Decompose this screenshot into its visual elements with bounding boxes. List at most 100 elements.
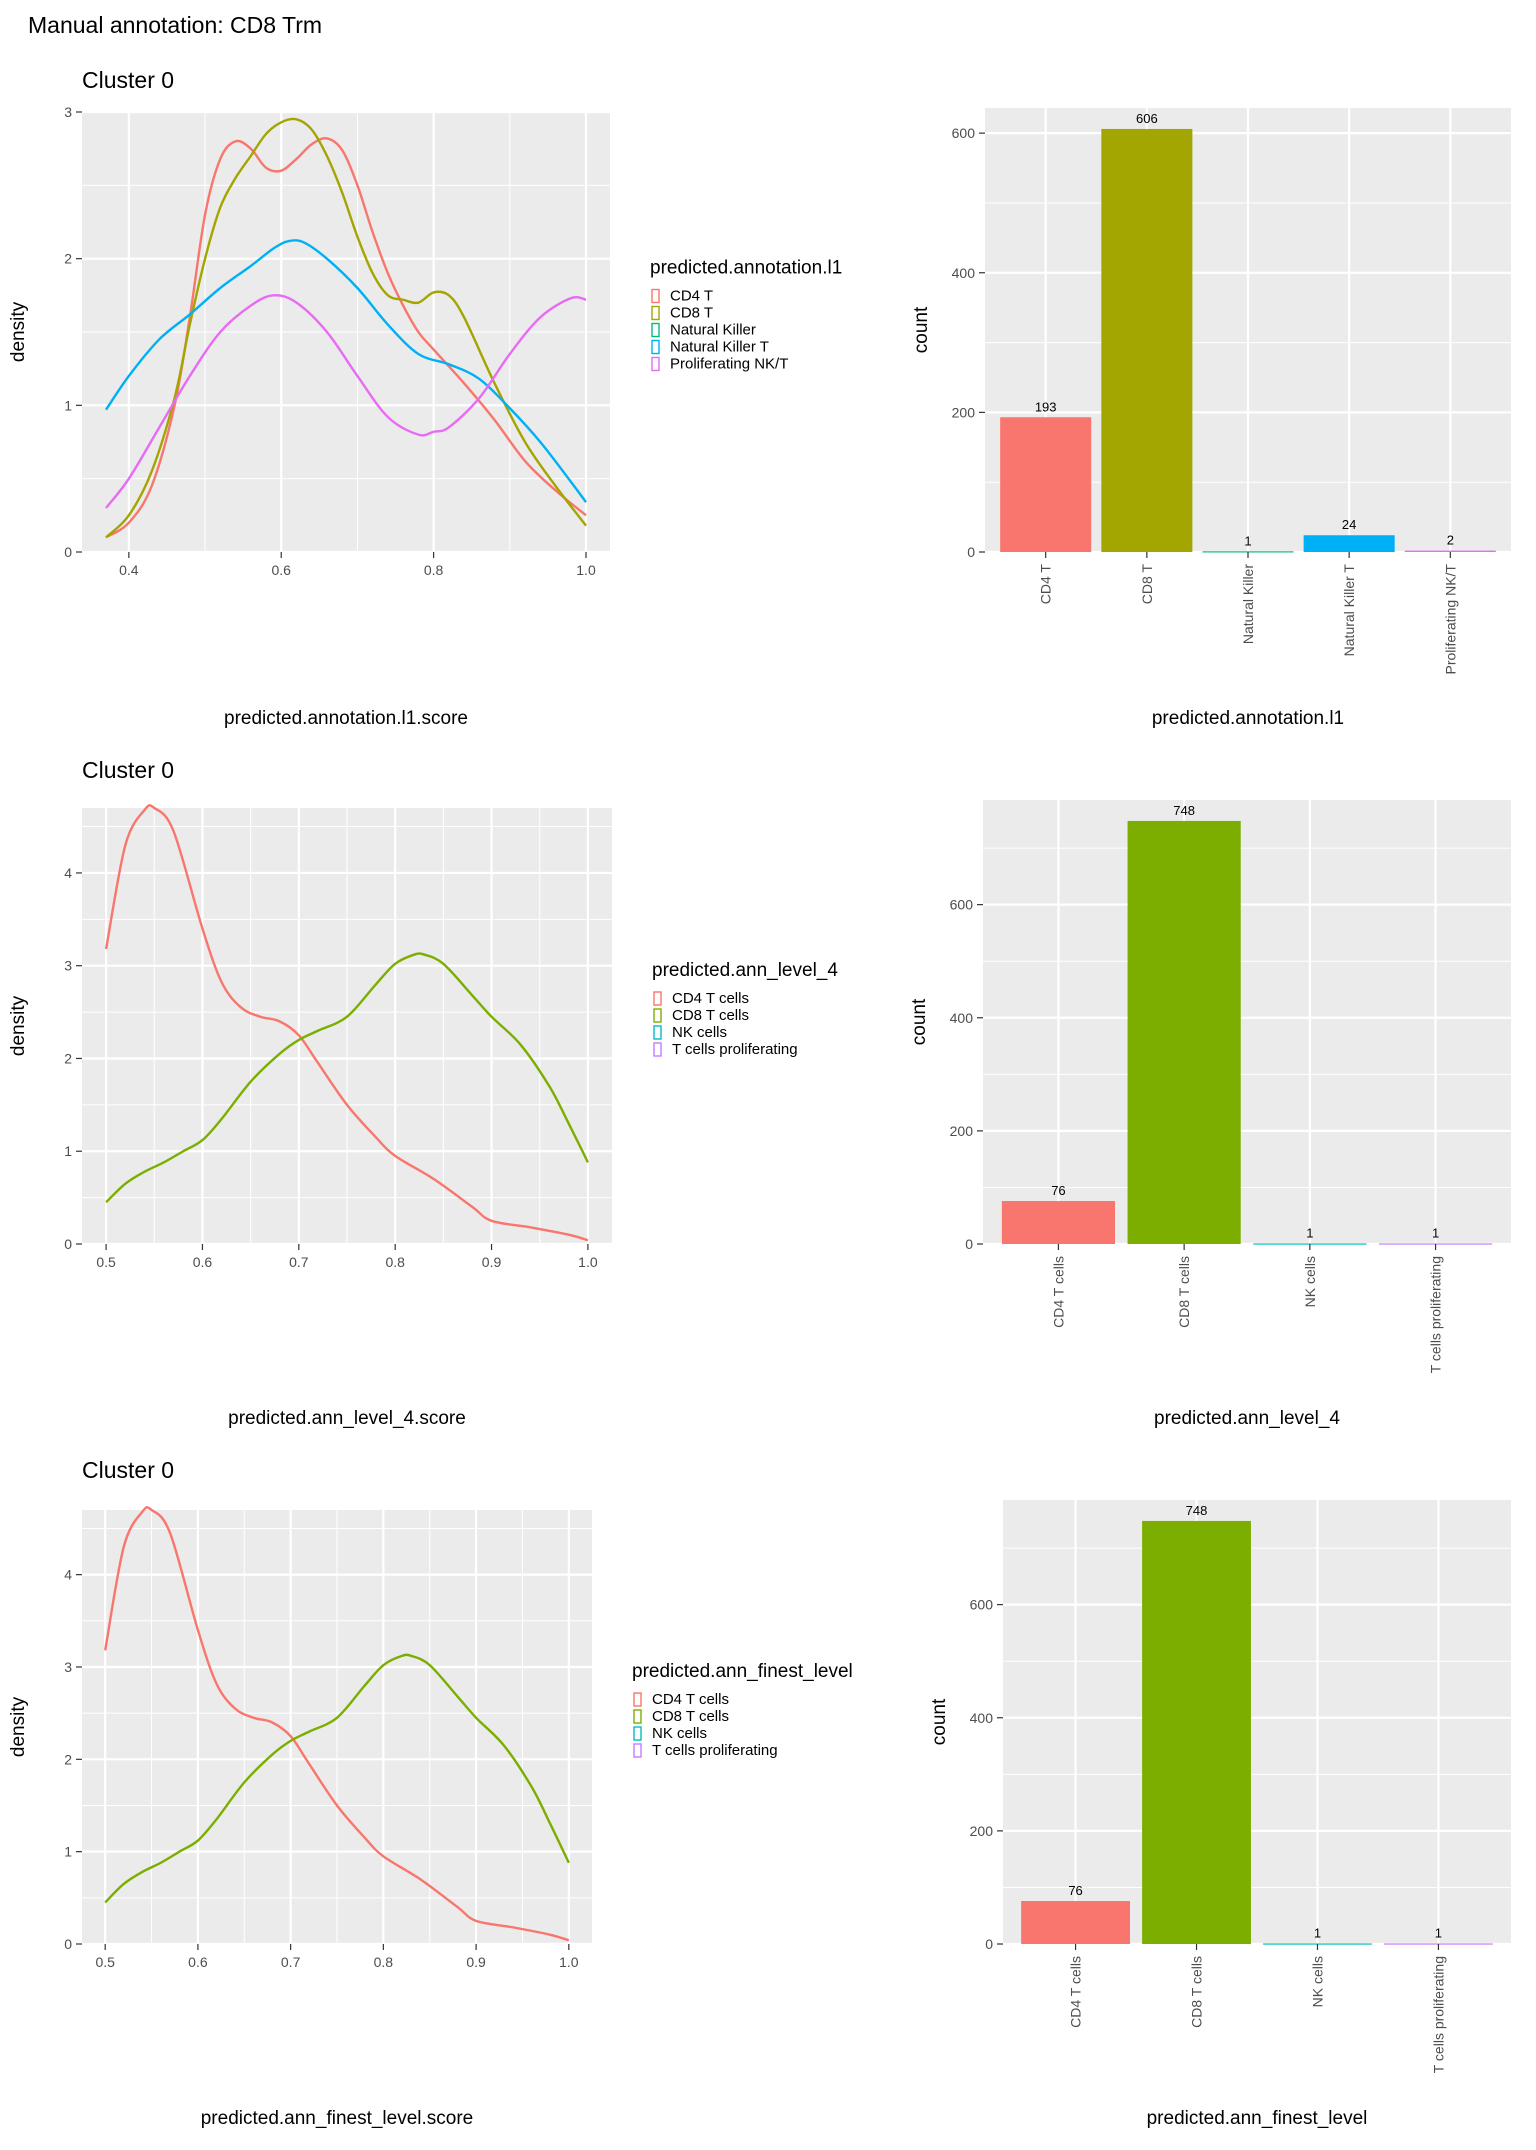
x-tick-label: 0.8 — [385, 1254, 405, 1270]
x-tick-label: NK cells — [1302, 1256, 1318, 1307]
y-tick-label: 2 — [64, 251, 72, 267]
y-tick-label: 400 — [970, 1710, 994, 1726]
x-tick-label: 0.8 — [374, 1954, 394, 1970]
bar-natural-killer-t — [1303, 535, 1395, 552]
y-tick-label: 200 — [952, 404, 976, 420]
x-tick-label: 1.0 — [576, 562, 596, 578]
x-tick-label: CD8 T cells — [1176, 1256, 1192, 1328]
y-tick-label: 2 — [64, 1050, 72, 1066]
legend-key — [633, 1692, 642, 1707]
x-axis-title: predicted.ann_level_4.score — [228, 1408, 466, 1429]
bar-value-label: 76 — [1051, 1183, 1065, 1198]
x-tick-label: 1.0 — [578, 1254, 598, 1270]
y-tick-label: 2 — [64, 1751, 72, 1767]
legend-key — [651, 322, 660, 338]
y-tick-label: 600 — [950, 897, 974, 913]
y-tick-label: 4 — [64, 865, 72, 881]
legend-key — [653, 1042, 662, 1057]
bar-value-label: 1 — [1314, 1925, 1321, 1940]
x-tick-label: 0.5 — [96, 1254, 116, 1270]
bar-cd4-t — [1000, 417, 1092, 552]
legend-key — [633, 1709, 642, 1724]
y-tick-label: 0 — [64, 1236, 72, 1252]
legend-entry: CD4 T cells — [672, 990, 749, 1007]
legend-entry: CD4 T — [670, 288, 713, 305]
legend-entry: NK cells — [672, 1024, 727, 1041]
chart-title: Cluster 0 — [82, 1457, 174, 1483]
y-tick-label: 400 — [952, 265, 976, 281]
bar-value-label: 2 — [1447, 533, 1454, 548]
x-tick-label: T cells proliferating — [1430, 1956, 1446, 2073]
legend-key — [651, 339, 660, 355]
legend-key — [633, 1726, 642, 1741]
legend-entry: Proliferating NK/T — [670, 356, 788, 373]
y-tick-label: 0 — [965, 1236, 973, 1252]
bar-natural-killer — [1202, 551, 1294, 553]
chart-bar-l1: 0 200 400 600 count predicted.annotation.l1 19… — [911, 108, 1511, 729]
chart-title: Cluster 0 — [82, 757, 174, 783]
chart-density-l4: Cluster 0 0 1 2 3 4 density predicted.ann_level… — [8, 757, 838, 1429]
density-line-proliferating-nk-t — [105, 294, 587, 509]
x-tick-label: CD4 T — [1038, 564, 1054, 605]
density-line-cd4-t-cells — [103, 1506, 570, 1942]
y-tick-label: 600 — [970, 1597, 994, 1613]
y-tick-label: 1 — [64, 397, 72, 413]
y-tick-label: 3 — [64, 958, 72, 974]
y-axis-title: density — [8, 995, 29, 1056]
bar-cd8-t-cells — [1127, 820, 1241, 1244]
chart-title: Cluster 0 — [82, 67, 174, 93]
y-tick-label: 3 — [64, 104, 72, 120]
x-tick-label: 0.4 — [119, 562, 139, 578]
bar-cd4-t-cells — [1001, 1201, 1115, 1244]
bar-value-label: 606 — [1136, 111, 1158, 126]
x-tick-label: NK cells — [1309, 1956, 1325, 2007]
x-axis-title: predicted.ann_finest_level — [1147, 2108, 1368, 2129]
density-line-cd8-t-cells — [105, 952, 589, 1204]
y-tick-label: 4 — [64, 1567, 72, 1583]
density-line-natural-killer-t — [105, 239, 587, 503]
legend-title: predicted.annotation.l1 — [650, 258, 842, 279]
y-tick-label: 0 — [64, 544, 72, 560]
x-tick-label: 1.0 — [559, 1954, 579, 1970]
x-tick-label: 0.6 — [193, 1254, 213, 1270]
legend-entry: T cells proliferating — [672, 1041, 798, 1058]
bar-cd4-t-cells — [1021, 1901, 1130, 1944]
legend-entry: T cells proliferating — [652, 1742, 778, 1759]
density-line-cd8-t — [105, 117, 587, 539]
x-tick-label: CD8 T — [1139, 564, 1155, 605]
legend-entry: NK cells — [652, 1725, 707, 1742]
bar-value-label: 1 — [1432, 1225, 1439, 1240]
bar-value-label: 193 — [1035, 399, 1057, 414]
bar-value-label: 1 — [1244, 533, 1251, 548]
x-tick-label: 0.9 — [466, 1954, 486, 1970]
legend-entry: CD4 T cells — [652, 1691, 729, 1708]
y-tick-label: 1 — [64, 1844, 72, 1860]
bar-value-label: 748 — [1186, 1503, 1208, 1518]
x-tick-label: 0.7 — [281, 1954, 301, 1970]
bar-value-label: 1 — [1306, 1225, 1313, 1240]
bar-value-label: 24 — [1342, 517, 1356, 532]
bar-cd8-t — [1101, 128, 1193, 552]
legend: predicted.ann_finest_level CD4 T cellsCD8… — [632, 1661, 853, 1759]
x-tick-label: 0.8 — [424, 562, 444, 578]
bar-value-label: 1 — [1435, 1925, 1442, 1940]
x-axis-title: predicted.ann_level_4 — [1154, 1408, 1340, 1429]
chart-bar-l4: 0 200 400 600 count predicted.ann_level_4 76 CD… — [909, 800, 1511, 1429]
density-line-cd8-t-cells — [104, 1653, 570, 1904]
x-tick-label: 0.7 — [289, 1254, 309, 1270]
y-tick-label: 0 — [985, 1936, 993, 1952]
y-tick-label: 3 — [64, 1659, 72, 1675]
y-tick-label: 0 — [64, 1936, 72, 1952]
bar-cd8-t-cells — [1142, 1520, 1251, 1944]
x-tick-label: Natural Killer — [1240, 564, 1256, 644]
legend-key — [653, 1008, 662, 1023]
density-line-cd4-t — [105, 137, 587, 539]
density-line-cd4-t-cells — [104, 804, 589, 1242]
chart-density-l1: Cluster 0 0 1 2 3 density predicted.annotation… — [8, 67, 842, 729]
x-tick-label: 0.6 — [188, 1954, 208, 1970]
legend-entry: CD8 T cells — [652, 1708, 729, 1725]
legend-key — [633, 1743, 642, 1758]
